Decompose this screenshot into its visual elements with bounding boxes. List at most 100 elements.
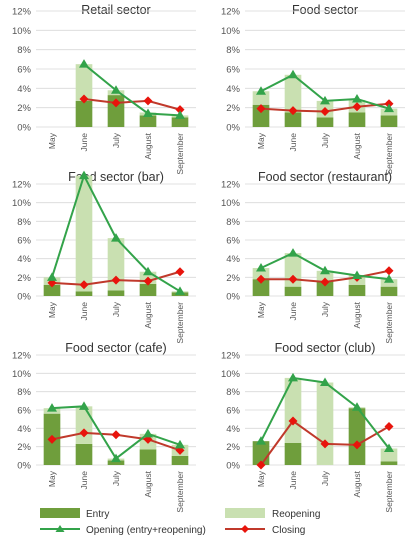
marker-opening <box>256 263 266 272</box>
y-tick-label: 0% <box>17 123 31 134</box>
y-tick-label: 6% <box>226 236 240 247</box>
x-tick-label: June <box>288 302 298 321</box>
marker-closing <box>320 107 330 117</box>
legend-label-closing: Closing <box>272 525 305 536</box>
x-tick-label: June <box>288 471 298 490</box>
x-tick-label: September <box>384 302 394 344</box>
marker-closing <box>143 96 153 106</box>
y-tick-label: 0% <box>17 292 31 303</box>
marker-closing <box>175 105 185 115</box>
bar-entry <box>380 286 398 296</box>
legend-label-opening: Opening (entry+reopening) <box>86 525 206 536</box>
legend: Entry Reopening Opening (entry+reopening… <box>40 508 320 536</box>
y-tick-label: 12% <box>12 180 32 191</box>
chart-panel: Retail sector 0% 2% 4% 6% 8% 10% 12% May June July… <box>12 3 196 175</box>
marker-closing <box>111 275 121 285</box>
legend-label-entry: Entry <box>86 509 109 520</box>
marker-closing <box>111 430 121 440</box>
bar-reopening <box>316 270 334 282</box>
x-tick-label: September <box>384 133 394 175</box>
marker-opening <box>47 403 57 412</box>
y-tick-label: 4% <box>226 84 240 95</box>
marker-closing <box>352 102 362 112</box>
bar-entry <box>75 443 93 465</box>
chart-title: Food sector (club) <box>275 341 376 355</box>
x-tick-label: August <box>352 470 362 497</box>
marker-closing <box>79 280 89 290</box>
y-tick-label: 6% <box>17 65 31 76</box>
marker-opening <box>320 95 330 105</box>
bar-reopening <box>316 382 334 465</box>
bar-entry <box>380 461 398 465</box>
x-tick-label: July <box>111 301 121 317</box>
y-tick-label: 6% <box>17 406 31 417</box>
chart-panel: Food sector (restaurant) 0% 2% 4% 6% 8% 10% 12%… <box>221 170 405 344</box>
marker-closing <box>256 104 266 114</box>
y-tick-label: 8% <box>226 45 240 56</box>
y-tick-label: 2% <box>17 442 31 453</box>
bar-entry <box>171 117 189 127</box>
x-tick-label: September <box>175 302 185 344</box>
y-tick-label: 4% <box>17 424 31 435</box>
marker-closing <box>79 428 89 438</box>
marker-opening <box>111 233 121 242</box>
x-tick-label: July <box>111 132 121 148</box>
marker-opening <box>352 402 362 411</box>
y-tick-label: 2% <box>17 103 31 114</box>
chart-panel: Food sector (bar)0%2%4%6%8%10%12%May June… <box>12 170 196 344</box>
marker-opening <box>288 248 298 257</box>
y-tick-label: 8% <box>226 217 240 228</box>
y-tick-label: 0% <box>226 292 240 303</box>
bar-entry <box>284 443 302 465</box>
y-tick-label: 2% <box>17 273 31 284</box>
x-tick-label: August <box>143 470 153 497</box>
y-tick-label: 10% <box>221 198 241 209</box>
marker-closing <box>143 276 153 286</box>
x-tick-label: June <box>79 133 89 152</box>
x-tick-label: September <box>384 471 394 513</box>
x-tick-label: September <box>175 133 185 175</box>
bar-entry <box>284 286 302 296</box>
bar-entry <box>139 115 157 127</box>
marker-opening <box>320 265 330 275</box>
marker-opening <box>175 439 185 449</box>
y-tick-label: 2% <box>226 442 240 453</box>
marker-closing <box>256 460 266 470</box>
bar-reopening <box>380 279 398 287</box>
bar-reopening <box>284 74 302 113</box>
y-tick-label: 12% <box>221 351 241 362</box>
marker-closing <box>288 274 298 284</box>
marker-opening <box>79 401 89 410</box>
marker-opening <box>143 108 153 117</box>
y-tick-label: 0% <box>226 461 240 472</box>
marker-closing <box>384 266 394 276</box>
bar-entry <box>75 291 93 296</box>
x-tick-label: August <box>352 132 362 159</box>
marker-opening <box>288 69 298 79</box>
bar-reopening <box>75 406 93 444</box>
bar-entry <box>316 281 334 296</box>
bar-entry <box>348 284 366 296</box>
marker-closing <box>288 416 298 426</box>
bar-entry <box>107 460 125 465</box>
legend-label-reopening: Reopening <box>272 509 320 520</box>
x-tick-label: May <box>47 132 57 149</box>
y-tick-label: 8% <box>17 387 31 398</box>
marker-closing <box>175 267 185 277</box>
chart-title: Food sector <box>292 3 358 17</box>
y-tick-label: 0% <box>226 123 240 134</box>
y-tick-label: 8% <box>17 217 31 228</box>
y-tick-label: 12% <box>12 351 32 362</box>
marker-opening <box>79 170 89 180</box>
x-tick-label: August <box>143 301 153 328</box>
y-tick-label: 12% <box>12 7 32 18</box>
x-tick-label: July <box>320 301 330 317</box>
marker-opening <box>47 272 57 281</box>
chart-panel: Food sector (club) 0% 2% 4% 6% 8% 10% 12% May Jun… <box>221 341 405 513</box>
x-tick-label: August <box>352 301 362 328</box>
bar-entry <box>171 455 189 465</box>
y-tick-label: 0% <box>17 461 31 472</box>
legend-swatch-reopening <box>225 508 265 518</box>
bar-entry <box>43 284 61 296</box>
y-tick-label: 4% <box>17 254 31 265</box>
